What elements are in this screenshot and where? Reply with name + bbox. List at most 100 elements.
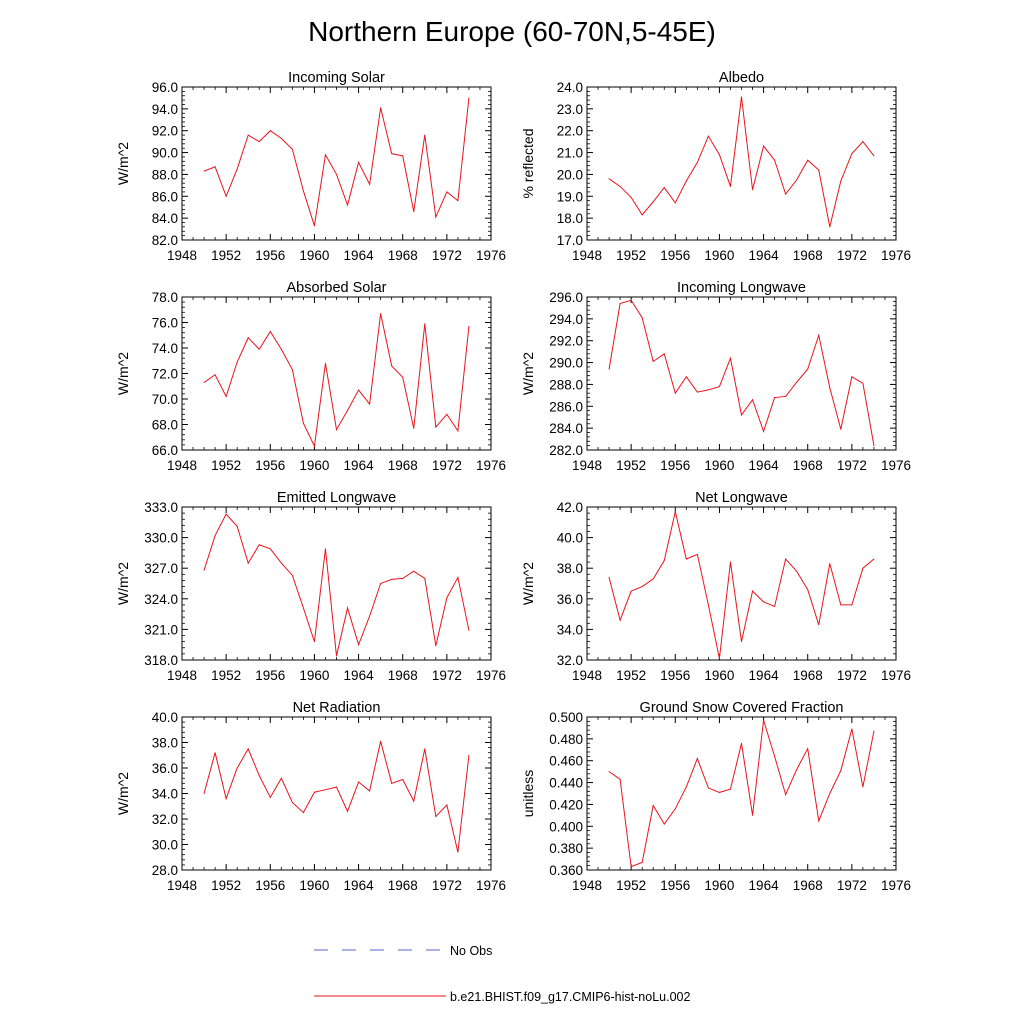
data-point xyxy=(696,758,698,760)
chart-panel-7: Ground Snow Covered Fraction 1948 1952 1956… xyxy=(520,700,911,893)
x-tick-label: 1948 xyxy=(572,668,602,683)
y-tick-label: 74.0 xyxy=(152,341,178,356)
y-tick-label: 321.0 xyxy=(144,622,178,637)
data-point xyxy=(336,786,337,788)
y-tick-label: 22.0 xyxy=(557,124,583,139)
y-tick-label: 82.0 xyxy=(152,233,178,248)
legend: No Obs b.e21.BHIST.f09_g17.CMIP6-hist-no… xyxy=(314,944,690,1004)
data-point xyxy=(729,788,731,790)
y-tick-label: 0.480 xyxy=(549,732,583,747)
data-point xyxy=(336,173,337,175)
data-point xyxy=(203,170,205,172)
y-tick-label: 38.0 xyxy=(152,736,178,751)
y-tick-label: 36.0 xyxy=(152,761,178,776)
data-point xyxy=(674,511,676,513)
panel-title: Net Radiation xyxy=(293,700,381,716)
x-tick-label: 1972 xyxy=(837,668,867,683)
y-axis-label: W/m^2 xyxy=(115,352,131,395)
y-tick-label: 28.0 xyxy=(152,863,178,878)
data-point xyxy=(862,382,864,384)
data-point xyxy=(280,348,282,350)
data-point xyxy=(840,604,842,606)
data-point xyxy=(718,154,720,156)
data-point xyxy=(752,814,754,816)
data-point xyxy=(674,392,676,394)
data-point xyxy=(652,201,654,203)
data-point xyxy=(873,155,875,157)
data-point xyxy=(840,428,842,430)
data-point xyxy=(729,561,731,563)
data-point xyxy=(785,395,787,397)
data-point xyxy=(369,183,371,185)
y-tick-label: 38.0 xyxy=(557,561,583,576)
x-tick-label: 1968 xyxy=(388,458,418,473)
panel-title: Albedo xyxy=(719,70,764,86)
data-point xyxy=(236,525,238,527)
data-point xyxy=(674,808,676,810)
data-point xyxy=(214,752,216,754)
data-point xyxy=(818,169,820,171)
data-point xyxy=(851,604,853,606)
data-point xyxy=(796,381,798,383)
data-point xyxy=(619,619,621,621)
x-tick-label: 1956 xyxy=(660,458,690,473)
y-tick-label: 292.0 xyxy=(549,334,583,349)
data-point xyxy=(225,195,227,197)
data-point xyxy=(807,159,809,161)
y-tick-label: 94.0 xyxy=(152,102,178,117)
panel-title: Incoming Longwave xyxy=(677,280,806,296)
data-point xyxy=(380,740,382,742)
data-point xyxy=(336,655,337,657)
data-point xyxy=(391,153,393,155)
data-point xyxy=(347,810,349,812)
data-point xyxy=(785,193,787,195)
data-point xyxy=(608,368,610,370)
x-tick-label: 1964 xyxy=(749,878,780,893)
data-point xyxy=(729,357,731,359)
data-point xyxy=(413,427,415,429)
y-tick-label: 96.0 xyxy=(152,80,178,95)
data-point xyxy=(247,562,249,564)
data-point xyxy=(807,589,809,591)
data-point xyxy=(446,804,448,806)
y-axis-label: W/m^2 xyxy=(520,562,536,605)
data-point xyxy=(774,397,776,399)
x-tick-label: 1976 xyxy=(881,668,911,683)
data-point xyxy=(435,426,437,428)
y-tick-label: 330.0 xyxy=(144,531,178,546)
data-point xyxy=(424,134,426,136)
data-point xyxy=(619,185,621,187)
data-point xyxy=(391,578,393,580)
x-tick-label: 1960 xyxy=(704,458,734,473)
x-tick-label: 1976 xyxy=(476,878,506,893)
y-tick-label: 72.0 xyxy=(152,367,178,382)
x-tick-label: 1952 xyxy=(211,878,241,893)
data-point xyxy=(247,134,249,136)
data-point xyxy=(424,577,426,579)
y-axis-label: W/m^2 xyxy=(115,142,131,185)
data-point xyxy=(291,369,293,371)
panel-title: Ground Snow Covered Fraction xyxy=(640,700,844,716)
x-tick-label: 1948 xyxy=(167,668,197,683)
chart-panel-4: Emitted Longwave 1948 1952 1956 1960 1964 1968… xyxy=(115,490,506,683)
data-point xyxy=(785,794,787,796)
data-point xyxy=(457,430,459,432)
x-tick-label: 1976 xyxy=(881,458,911,473)
y-tick-label: 40.0 xyxy=(557,531,583,546)
data-point xyxy=(435,645,437,647)
data-point xyxy=(225,513,227,515)
data-point xyxy=(446,413,448,415)
data-point xyxy=(840,180,842,182)
data-point xyxy=(324,548,326,550)
y-tick-label: 24.0 xyxy=(557,80,583,95)
y-tick-label: 288.0 xyxy=(549,377,583,392)
x-tick-label: 1960 xyxy=(299,668,329,683)
y-tick-label: 0.500 xyxy=(549,710,583,725)
data-point xyxy=(707,389,709,391)
x-tick-label: 1960 xyxy=(299,248,329,263)
data-point xyxy=(347,409,349,411)
data-point xyxy=(818,334,820,336)
x-tick-label: 1960 xyxy=(299,458,329,473)
data-point xyxy=(785,558,787,560)
y-tick-label: 294.0 xyxy=(549,312,583,327)
